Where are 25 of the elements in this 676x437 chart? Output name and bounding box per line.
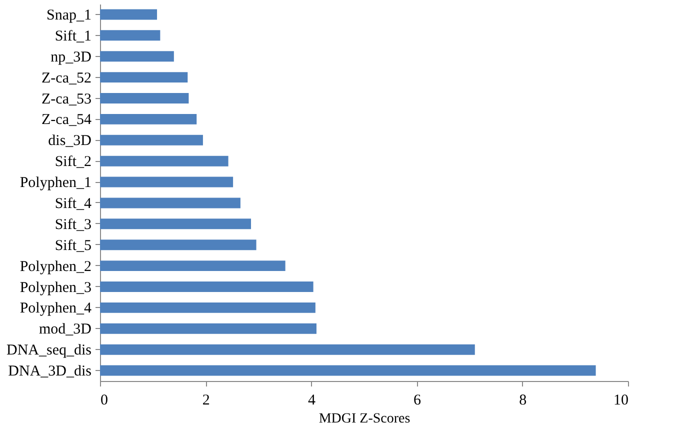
y-tick-label: np_3D	[50, 49, 92, 66]
y-tick-label: Sift_4	[54, 196, 92, 212]
x-axis-title: MDGI Z-Scores	[318, 412, 410, 426]
x-tick-label: 2	[202, 392, 210, 408]
y-tick-label: dis_3D	[48, 133, 92, 150]
y-tick-label: Sift_2	[54, 154, 92, 170]
y-tick-label: Polyphen_4	[20, 300, 92, 317]
y-tick-label: Polyphen_1	[20, 175, 92, 192]
x-tick-label: 10	[614, 392, 628, 408]
y-tick-label: DNA_3D_dis	[8, 364, 92, 380]
x-tick-label: 4	[308, 392, 316, 408]
y-tick-label: DNA_seq_dis	[6, 342, 92, 359]
y-tick-label: Polyphen_2	[20, 258, 92, 275]
x-tick-label: 6	[414, 392, 422, 408]
y-tick-label: Z-ca_53	[42, 91, 92, 108]
y-tick-label: Z-ca_54	[42, 112, 92, 128]
y-tick-label: Sift_5	[54, 238, 92, 254]
y-tick-label: Z-ca_52	[42, 70, 92, 86]
x-tick-label: 8	[519, 392, 527, 408]
y-tick-label: Sift_1	[54, 28, 92, 44]
y-tick-label: Polyphen_3	[20, 280, 92, 296]
y-tick-label: mod_3D	[39, 322, 92, 338]
y-tick-label: Snap_1	[46, 7, 92, 24]
x-tick-label: 0	[100, 392, 108, 408]
y-tick-label: Sift_3	[54, 216, 92, 233]
